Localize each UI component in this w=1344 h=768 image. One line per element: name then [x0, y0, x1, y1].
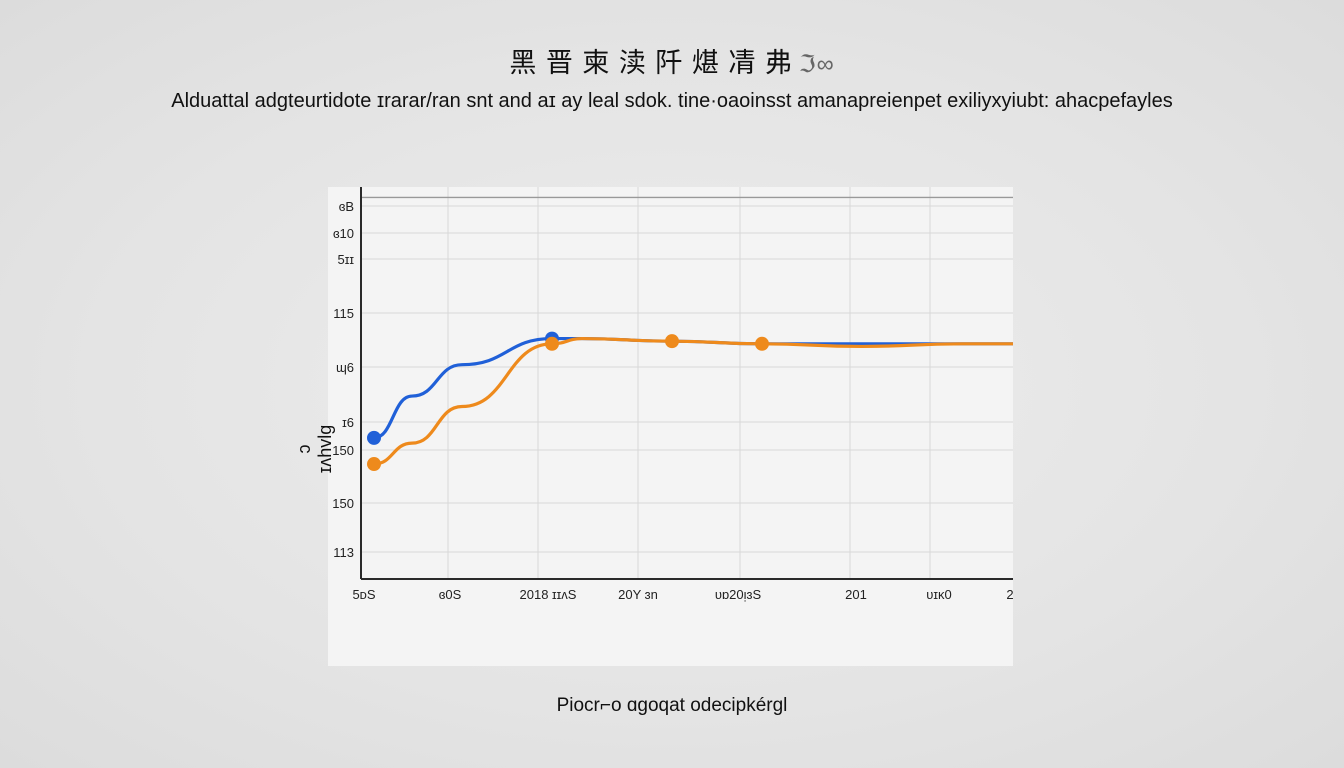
x-tick-label: 201: [845, 587, 867, 602]
y-tick-label: ɞ10: [333, 226, 354, 241]
y-tick-label: ɞB: [339, 199, 354, 214]
series-line: [372, 336, 1013, 466]
line-chart: ɞB ɞ10 5ɪɪ 115 ɰ6 ɪ6 150 150 113 5ᴅS ɞ0S 2018 ɪɪʌS 2…: [332, 187, 1013, 602]
series-line: [372, 336, 1013, 440]
series-point: [367, 457, 381, 472]
chart-subtitle: Alduattal adgteurtidote ɪrarar/ran snt a…: [171, 90, 1173, 112]
y-tick-label: 150: [332, 496, 354, 511]
y-tick-label: 113: [333, 545, 354, 560]
x-tick-label: ɞ0S: [439, 587, 462, 602]
y-tick-label: ɪ6: [342, 415, 354, 430]
x-tick-label: 2018 ɪɪʌS: [520, 587, 577, 602]
series-point: [665, 334, 679, 349]
y-tick-label: 115: [333, 306, 354, 321]
x-tick-label: ᴜɪᴋ0: [926, 587, 951, 602]
series-point: [545, 336, 559, 351]
title-mark-glyph: ℑ∞: [798, 51, 835, 78]
x-tick-label: 20Y ɜn: [618, 587, 658, 602]
y-tick-label: ɰ6: [336, 360, 354, 375]
y-tick-label: 150: [332, 443, 354, 458]
y-axis-label: ɔ ɪʌhvlɡ: [294, 424, 335, 474]
x-tick-label: 2: [1006, 587, 1013, 602]
plot-panel: ɞB ɞ10 5ɪɪ 115 ɰ6 ɪ6 150 150 113 5ᴅS ɞ0S 2018 ɪɪʌS 2…: [328, 187, 1013, 666]
series-point: [367, 430, 381, 445]
y-tick-label: 5ɪɪ: [338, 252, 355, 267]
chart-title-row: 黑 晋 柬 渎 阡 煁 凊 弗 ℑ∞: [0, 46, 1344, 82]
x-tick-label: ᴜɒ20ᴉɜS: [715, 587, 762, 602]
series-point: [755, 336, 769, 351]
chart-caption: Piocr⌐o ɑgoqat odecipkérgl: [556, 695, 788, 716]
chart-title: 黑 晋 柬 渎 阡 煁 凊 弗: [509, 48, 793, 78]
x-tick-label: 5ᴅS: [352, 587, 375, 602]
